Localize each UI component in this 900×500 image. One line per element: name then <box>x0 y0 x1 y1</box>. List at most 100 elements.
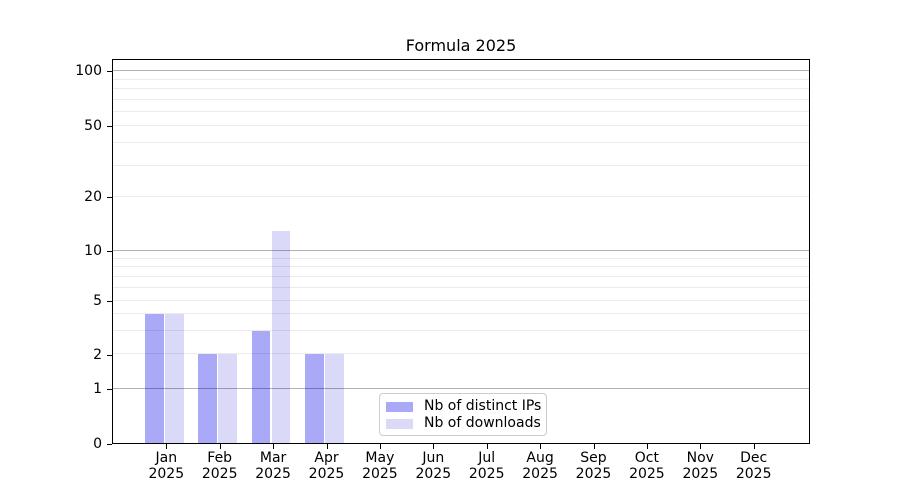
gridline-minor <box>113 142 809 144</box>
x-tick-label: Jul 2025 <box>455 450 519 482</box>
gridline-minor <box>113 88 809 89</box>
x-tick-label: Feb 2025 <box>188 450 252 482</box>
y-tick-mark <box>107 197 112 199</box>
x-tick-month: Mar <box>259 450 287 466</box>
x-tick-year: 2025 <box>468 465 505 482</box>
x-tick-month: Nov <box>686 450 714 466</box>
bar-downloads <box>218 354 237 443</box>
legend-label: Nb of distinct IPs <box>424 398 542 414</box>
gridline-minor <box>113 98 809 100</box>
gridline-minor <box>113 286 809 288</box>
y-tick-label: 2 <box>93 346 102 363</box>
x-tick-mark <box>593 444 595 449</box>
x-tick-year: 2025 <box>148 465 185 482</box>
x-tick-label: Mar 2025 <box>241 450 305 482</box>
y-tick-mark <box>107 443 112 445</box>
x-tick-label: Jan 2025 <box>134 450 198 482</box>
bar-distinct-ips <box>251 330 271 443</box>
gridline-minor <box>113 299 809 301</box>
x-tick-month: Dec <box>740 450 768 466</box>
x-tick-label: Jun 2025 <box>401 450 465 482</box>
x-tick-year: 2025 <box>362 465 398 482</box>
x-tick-mark <box>326 444 328 449</box>
gridline-minor <box>113 124 809 126</box>
y-tick-mark <box>107 389 112 391</box>
bar-downloads <box>164 313 184 443</box>
x-tick-label: Nov 2025 <box>668 450 732 482</box>
y-tick-mark <box>107 126 112 128</box>
legend-entry: Nb of distinct IPs <box>386 398 542 415</box>
y-tick-label: 1 <box>93 381 102 398</box>
x-tick-label: Sep 2025 <box>562 450 626 482</box>
x-tick-year: 2025 <box>255 465 291 482</box>
y-tick-mark <box>107 301 112 303</box>
x-tick-label: Oct 2025 <box>615 450 679 482</box>
legend-swatch-distinct-ips <box>386 401 413 412</box>
gridline-minor <box>113 266 809 268</box>
bar-downloads <box>325 354 344 443</box>
y-tick-label: 0 <box>93 435 102 452</box>
gridline-minor <box>113 275 809 277</box>
x-tick-mark <box>646 444 648 449</box>
x-tick-year: 2025 <box>629 465 665 482</box>
gridline-minor <box>113 312 809 314</box>
x-tick-month: Sep <box>580 450 607 466</box>
x-tick-month: Jun <box>422 450 445 466</box>
legend: Nb of distinct IPs Nb of downloads <box>379 393 547 436</box>
x-tick-mark <box>219 444 221 449</box>
x-tick-month: Oct <box>634 450 659 466</box>
x-tick-month: May <box>365 450 395 466</box>
x-tick-mark <box>273 444 275 449</box>
gridline-minor <box>113 110 809 112</box>
y-tick-mark <box>107 251 112 253</box>
x-tick-label: May 2025 <box>348 450 412 482</box>
x-tick-month: Jul <box>478 450 496 466</box>
gridline-major <box>113 70 809 72</box>
gridline-minor <box>113 196 809 198</box>
x-tick-year: 2025 <box>735 465 772 482</box>
x-tick-label: Dec 2025 <box>722 450 786 482</box>
bar-downloads <box>271 230 291 443</box>
x-tick-year: 2025 <box>415 465 452 482</box>
y-tick-label: 5 <box>93 293 102 310</box>
x-tick-month: Aug <box>526 450 554 466</box>
gridline-major <box>113 387 809 389</box>
x-tick-year: 2025 <box>522 465 558 482</box>
x-tick-mark <box>700 444 702 449</box>
x-tick-mark <box>753 444 755 449</box>
legend-label: Nb of downloads <box>424 415 541 431</box>
x-tick-mark <box>379 444 381 449</box>
gridline-minor <box>113 257 809 259</box>
gridline-minor <box>113 353 809 355</box>
y-tick-label: 100 <box>75 63 102 80</box>
bar-distinct-ips <box>145 313 164 443</box>
x-tick-month: Jan <box>155 450 178 466</box>
gridline-major <box>113 250 809 252</box>
x-tick-label: Apr 2025 <box>295 450 359 482</box>
gridline-minor <box>113 329 809 331</box>
legend-swatch-downloads <box>386 418 413 429</box>
bar-distinct-ips <box>305 354 324 443</box>
x-tick-year: 2025 <box>575 465 612 482</box>
y-tick-mark <box>107 354 112 356</box>
gridline-minor <box>113 164 809 166</box>
plot-area <box>112 59 810 444</box>
y-tick-label: 20 <box>84 189 102 206</box>
x-tick-mark <box>433 444 435 449</box>
chart-title: Formula 2025 <box>405 36 517 55</box>
x-tick-mark <box>540 444 542 449</box>
bar-distinct-ips <box>198 354 218 443</box>
y-tick-label: 50 <box>84 118 102 135</box>
gridline-minor <box>113 78 809 80</box>
x-tick-month: Feb <box>207 450 233 466</box>
y-tick-label: 10 <box>84 243 102 260</box>
x-tick-mark <box>486 444 488 449</box>
x-tick-label: Aug 2025 <box>508 450 572 482</box>
y-tick-mark <box>107 71 112 73</box>
x-tick-mark <box>166 444 168 449</box>
x-tick-month: Apr <box>314 450 339 466</box>
x-tick-year: 2025 <box>682 465 719 482</box>
legend-entry: Nb of downloads <box>386 415 541 432</box>
x-tick-year: 2025 <box>201 465 238 482</box>
